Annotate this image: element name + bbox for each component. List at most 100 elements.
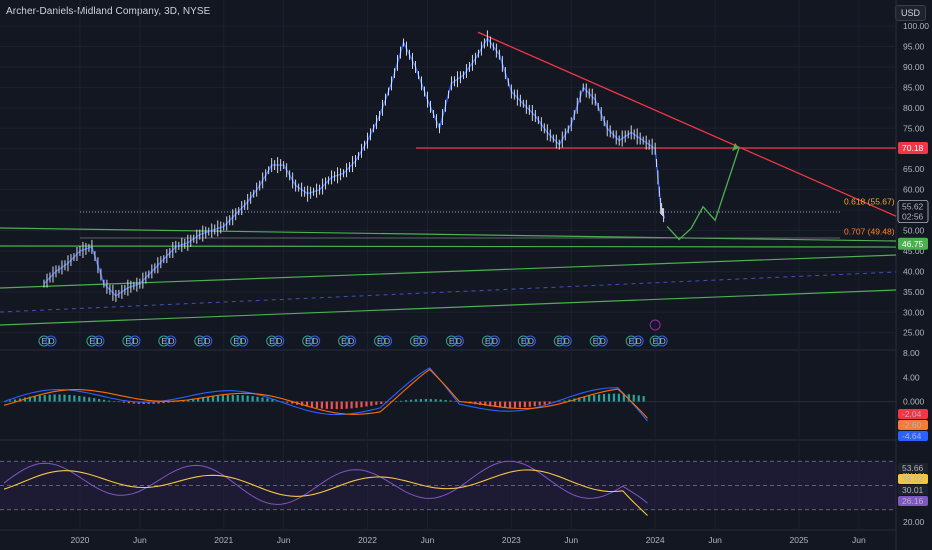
macd-tick-label: 8.00 (903, 348, 920, 358)
macd-value-tag (898, 420, 928, 430)
rsi-value-tag (898, 474, 928, 484)
macd-histogram-bar (291, 401, 294, 404)
x-tick-label: Jun (564, 535, 578, 545)
projection-path (666, 147, 740, 241)
macd-histogram-bar (454, 401, 457, 402)
dividend-icon-label: D (240, 336, 246, 346)
earnings-icon (38, 335, 50, 347)
dividend-icon-label: D (420, 336, 426, 346)
earnings-icon (374, 335, 386, 347)
currency-button[interactable]: USD (894, 5, 926, 21)
dividend-icon-label: D (312, 336, 318, 346)
dividend-icon (596, 335, 608, 347)
macd-value-tag (898, 409, 928, 419)
earnings-icon (589, 335, 601, 347)
x-tick-label: Jun (708, 535, 722, 545)
macd-tick-label: 4.00 (903, 372, 920, 382)
macd-value-label: -4.64 (902, 431, 922, 441)
macd-histogram-bar (523, 401, 526, 408)
macd-tick-label: 0.000 (903, 397, 925, 407)
macd-histogram-bar (444, 400, 447, 402)
macd-histogram-bar (335, 401, 338, 410)
macd-histogram-bar (429, 399, 432, 402)
macd-histogram-bar (192, 398, 195, 402)
macd-histogram-bar (350, 401, 353, 409)
dividend-icon-label: D (96, 336, 102, 346)
macd-histogram-bar (281, 401, 284, 403)
macd-histogram-bar (513, 401, 517, 408)
rsi-value-tag (898, 485, 928, 495)
earnings-icon (122, 335, 134, 347)
dividend-icon-label: D (384, 336, 390, 346)
y-tick-label: 25.00 (903, 328, 925, 338)
earnings-icon (230, 335, 242, 347)
y-tick-label: 100.00 (903, 21, 929, 31)
macd-histogram-bar (637, 395, 640, 402)
macd-histogram-bar (627, 394, 630, 402)
macd-histogram-bar (33, 395, 36, 402)
fib-label: 0.618 (55.67) (844, 196, 895, 206)
dividend-icon (237, 335, 249, 347)
macd-histogram-bar (558, 401, 561, 403)
macd-histogram-bar (172, 401, 175, 403)
dividend-icon (560, 335, 572, 347)
dividend-icon (381, 335, 393, 347)
macd-histogram-bar (38, 395, 41, 402)
macd-histogram-bar (43, 394, 46, 402)
macd-histogram-bar (256, 396, 259, 402)
macd-histogram-bar (400, 400, 403, 402)
earnings-icon-label: E (413, 336, 419, 346)
earnings-icon-label: E (197, 336, 203, 346)
macd-histogram-bar (439, 399, 442, 402)
dividend-icon-label: D (564, 336, 570, 346)
dividend-icon-label: D (456, 336, 462, 346)
macd-histogram-bar (355, 401, 358, 408)
macd-histogram-bar (563, 400, 566, 402)
earnings-icon-label: E (557, 336, 563, 346)
macd-histogram-bar (226, 395, 229, 402)
macd-histogram-bar (63, 394, 66, 402)
macd-histogram-bar (578, 397, 581, 402)
macd-histogram-bar (301, 401, 304, 406)
macd-histogram-bar (73, 395, 76, 402)
last-price-tag (897, 200, 929, 223)
dividend-icon-label: D (528, 336, 534, 346)
macd-histogram-bar (449, 400, 452, 402)
macd-histogram-bar (251, 396, 254, 402)
green-level-line-upper (0, 227, 897, 242)
y-tick-label: 45.00 (903, 246, 925, 256)
macd-histogram-bar (484, 401, 487, 406)
split-icon (649, 319, 661, 331)
macd-histogram-bar (370, 401, 373, 406)
macd-histogram-bar (598, 394, 601, 402)
macd-histogram-bar (4, 401, 7, 403)
macd-histogram-bar (499, 401, 502, 408)
macd-histogram-bar (231, 394, 234, 402)
macd-histogram-bar (494, 401, 497, 407)
rsi-tick-label: 20.00 (903, 517, 925, 527)
earnings-icon-label: E (161, 336, 167, 346)
macd-histogram-bar (93, 398, 96, 402)
earnings-icon-label: E (233, 336, 239, 346)
x-tick-label: 2021 (214, 535, 233, 545)
macd-histogram-bar (508, 401, 512, 408)
macd-histogram-bar (632, 394, 635, 402)
macd-histogram-bar (365, 401, 368, 407)
macd-histogram-bar (414, 399, 418, 402)
macd-histogram-bar (53, 394, 56, 402)
macd-histogram-bar (320, 401, 323, 409)
earnings-icon (302, 335, 314, 347)
descending-trendline (477, 31, 897, 217)
macd-histogram-bar (78, 395, 81, 402)
y-tick-label: 35.00 (903, 287, 925, 297)
y-tick-label: 40.00 (903, 266, 925, 276)
macd-histogram-bar (83, 396, 86, 402)
macd-histogram-bar (325, 401, 328, 409)
y-tick-label: 95.00 (903, 42, 925, 52)
macd-histogram-bar (642, 396, 645, 402)
macd-histogram-bar (197, 398, 200, 402)
earnings-icon-label: E (485, 336, 491, 346)
dividend-icon (93, 335, 105, 347)
rsi-value-label: 38.02 (902, 474, 924, 484)
